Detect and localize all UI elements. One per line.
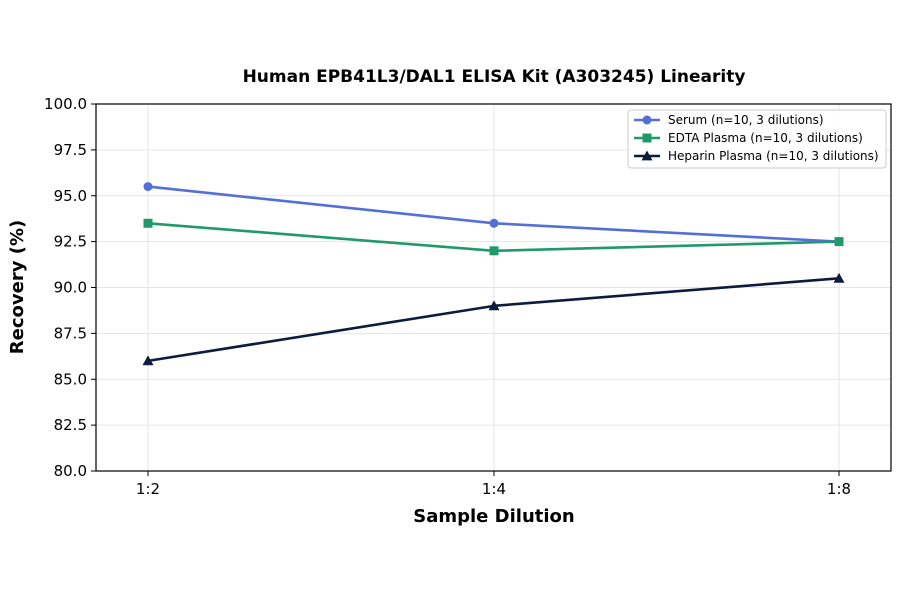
series-group xyxy=(143,218,844,256)
x-axis: 1:2 1:4 1:8 xyxy=(136,471,851,498)
y-tick-label: 97.5 xyxy=(54,141,87,159)
y-tick-label: 82.5 xyxy=(54,416,87,434)
y-tick-label: 85.0 xyxy=(54,370,87,388)
data-point xyxy=(488,300,500,311)
chart-title: Human EPB41L3/DAL1 ELISA Kit (A303245) L… xyxy=(243,67,746,87)
data-point xyxy=(834,237,844,247)
y-tick-label: 87.5 xyxy=(54,324,87,342)
legend: Serum (n=10, 3 dilutions) EDTA Plasma (n=… xyxy=(627,109,887,169)
plot-frame xyxy=(95,103,892,472)
data-point xyxy=(833,272,845,283)
legend-marker xyxy=(642,115,652,125)
legend-label: Serum (n=10, 3 dilutions) xyxy=(668,113,824,127)
data-point xyxy=(489,218,499,228)
data-point xyxy=(143,218,153,228)
y-tick-label: 92.5 xyxy=(54,233,87,251)
data-point xyxy=(143,182,153,192)
y-tick-label: 95.0 xyxy=(54,187,87,205)
series-group xyxy=(142,272,845,366)
x-tick-label: 1:8 xyxy=(827,480,851,498)
y-axis-label: Recovery (%) xyxy=(7,220,28,354)
data-point xyxy=(142,355,154,366)
legend-box xyxy=(627,109,887,169)
legend-marker xyxy=(641,150,653,161)
y-tick-label: 80.0 xyxy=(54,462,87,480)
y-tick-label: 90.0 xyxy=(54,279,87,297)
y-axis: 80.0 82.5 85.0 87.5 90.0 92.5 95.0 97.5 100.0 xyxy=(44,95,96,480)
legend-label: Heparin Plasma (n=10, 3 dilutions) xyxy=(668,149,879,163)
legend-label: EDTA Plasma (n=10, 3 dilutions) xyxy=(668,131,863,145)
x-tick-label: 1:2 xyxy=(136,480,160,498)
x-axis-label: Sample Dilution xyxy=(413,506,574,527)
y-tick-label: 100.0 xyxy=(44,95,87,113)
data-point xyxy=(489,246,499,256)
x-tick-label: 1:4 xyxy=(482,480,506,498)
series-layer xyxy=(142,182,845,366)
legend-marker xyxy=(642,133,652,143)
